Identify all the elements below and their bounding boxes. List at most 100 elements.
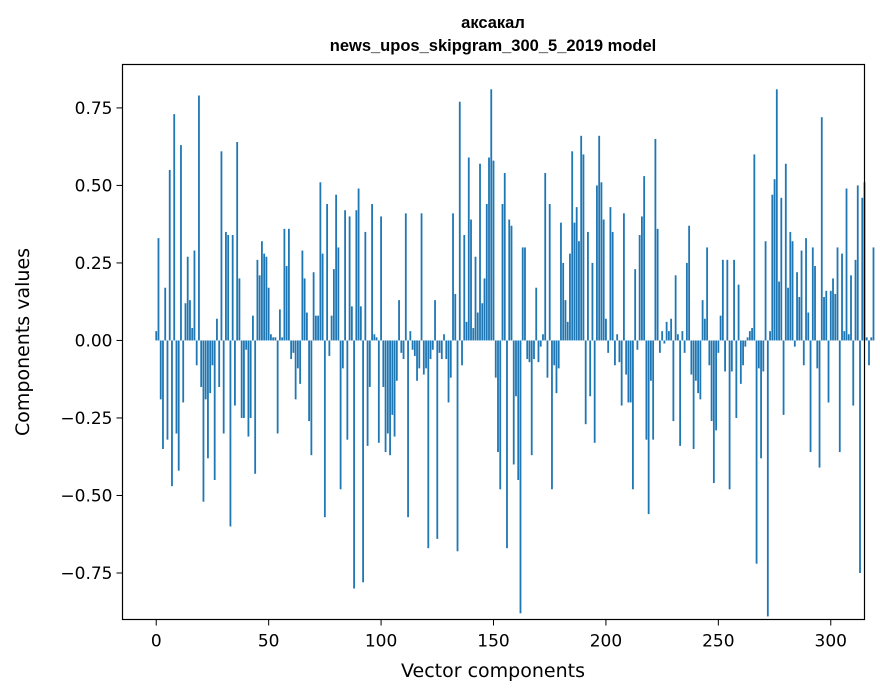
bar-218	[645, 340, 648, 440]
bar-98	[375, 337, 378, 341]
bar-275	[773, 179, 776, 341]
bar-84	[344, 210, 346, 341]
bar-61	[292, 340, 295, 353]
bar-229	[670, 318, 673, 341]
y-tick-label: 0.50	[75, 176, 113, 196]
bar-24	[209, 340, 212, 394]
bar-303	[836, 247, 839, 341]
bar-17	[193, 250, 196, 341]
bar-138	[465, 321, 468, 341]
bar-253	[724, 340, 726, 372]
bar-316	[865, 337, 868, 341]
bar-165	[526, 340, 529, 360]
bar-291	[809, 340, 812, 453]
bar-121	[427, 340, 430, 549]
bar-212	[632, 340, 634, 490]
bar-115	[413, 340, 416, 356]
bar-287	[800, 250, 803, 341]
bar-82	[339, 340, 342, 490]
bar-249	[715, 340, 717, 431]
bar-288	[802, 340, 805, 366]
bar-154	[501, 204, 504, 341]
bar-30	[222, 340, 225, 434]
bar-10	[177, 340, 180, 471]
bar-244	[703, 318, 706, 341]
bar-231	[674, 275, 677, 341]
bar-164	[524, 247, 526, 341]
bar-195	[593, 340, 596, 443]
bar-292	[811, 247, 814, 341]
bar-267	[755, 340, 758, 564]
bar-162	[519, 340, 522, 614]
bar-95	[368, 340, 371, 387]
bar-22	[204, 340, 207, 400]
bar-140	[470, 219, 472, 341]
bar-63	[296, 340, 299, 369]
bar-285	[796, 272, 798, 341]
bar-284	[793, 340, 796, 347]
bar-4	[164, 287, 167, 341]
bar-262	[744, 340, 747, 347]
bar-243	[701, 300, 704, 341]
bar-230	[672, 340, 675, 422]
bar-150	[492, 160, 495, 341]
bar-107	[395, 340, 398, 381]
bar-127	[440, 340, 443, 360]
y-tick-label: −0.75	[60, 564, 112, 584]
bar-225	[661, 331, 664, 341]
bar-304	[838, 340, 841, 453]
bar-198	[600, 182, 603, 341]
bar-286	[798, 297, 801, 341]
bar-166	[528, 340, 531, 363]
bar-207	[620, 340, 623, 406]
bar-217	[643, 176, 646, 341]
bar-48	[263, 253, 266, 341]
bar-268	[757, 340, 760, 369]
x-tick-label: 200	[590, 632, 622, 652]
bar-6	[168, 169, 171, 341]
bar-44	[254, 340, 257, 474]
bar-106	[393, 340, 396, 437]
bar-13	[184, 303, 187, 341]
bar-277	[778, 281, 780, 341]
bar-124	[434, 300, 436, 341]
bar-283	[791, 241, 794, 341]
bar-136	[461, 340, 463, 366]
bar-300	[829, 290, 832, 341]
bar-237	[688, 225, 691, 341]
y-tick-label: 0.25	[75, 254, 113, 274]
bar-221	[652, 340, 655, 440]
bar-25	[211, 340, 214, 366]
bar-187	[575, 207, 578, 341]
bar-200	[605, 318, 607, 341]
y-tick-label: −0.25	[60, 409, 112, 429]
bar-78	[330, 315, 333, 341]
bar-23	[207, 340, 209, 459]
y-tick-label: 0.75	[75, 99, 113, 119]
bar-94	[366, 340, 369, 446]
bar-137	[463, 235, 466, 341]
bar-5	[166, 340, 169, 440]
bar-179	[557, 340, 560, 369]
bar-151	[494, 340, 497, 378]
bar-245	[706, 247, 709, 341]
bar-135	[458, 101, 461, 341]
bar-80	[335, 194, 338, 341]
bar-92	[362, 340, 364, 583]
bar-233	[679, 340, 682, 446]
bar-51	[270, 334, 272, 341]
bar-36	[236, 142, 239, 341]
bar-86	[348, 216, 351, 341]
bar-141	[472, 328, 475, 341]
bar-256	[730, 340, 733, 372]
bar-261	[742, 340, 744, 366]
bar-255	[728, 340, 731, 490]
bar-128	[443, 334, 445, 341]
bar-242	[699, 340, 702, 400]
bar-129	[445, 340, 448, 360]
bar-294	[816, 340, 819, 369]
bar-52	[272, 337, 275, 341]
bar-158	[510, 225, 513, 341]
bar-31	[225, 231, 227, 341]
bar-123	[431, 340, 434, 350]
